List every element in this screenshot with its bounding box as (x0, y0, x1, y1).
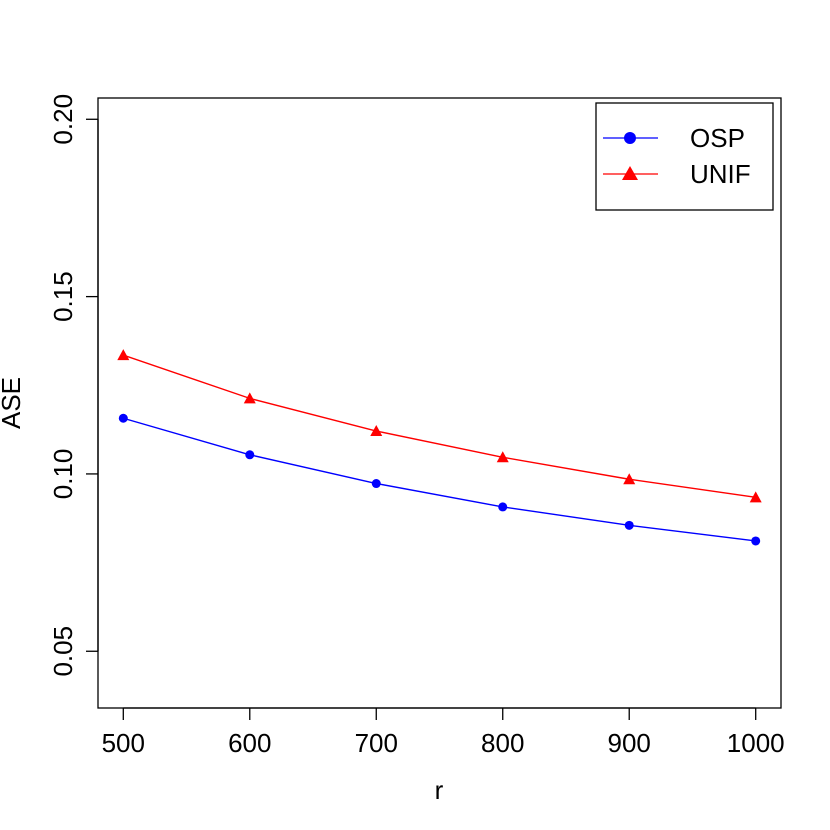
x-tick-label: 700 (355, 728, 398, 758)
x-tick-label: 600 (228, 728, 271, 758)
data-point-osp (371, 479, 381, 489)
x-axis: 500 600 700 800 900 1000 (102, 707, 785, 758)
data-point-unif (623, 473, 636, 485)
y-tick-label: 0.10 (48, 449, 78, 500)
series-layer (117, 349, 762, 546)
legend: OSP UNIF (595, 102, 774, 211)
x-tick-label: 800 (481, 728, 524, 758)
y-tick-label: 0.15 (48, 271, 78, 322)
data-point-unif (749, 491, 762, 503)
x-axis-title: r (435, 775, 444, 805)
series-line-unif (123, 354, 756, 499)
legend-box (595, 102, 774, 211)
y-axis: 0.05 0.10 0.15 0.20 (48, 94, 99, 677)
data-point-osp (245, 450, 255, 460)
data-point-osp (751, 536, 761, 546)
legend-label-unif: UNIF (690, 159, 751, 189)
y-tick-label: 0.05 (48, 626, 78, 677)
data-point-unif (117, 349, 130, 361)
legend-marker-osp (624, 132, 636, 144)
data-point-osp (118, 413, 128, 423)
legend-label-osp: OSP (690, 123, 745, 153)
x-tick-label: 500 (102, 728, 145, 758)
data-point-osp (624, 520, 634, 530)
x-tick-label: 900 (608, 728, 651, 758)
series-line-osp (123, 417, 756, 542)
y-tick-label: 0.20 (48, 94, 78, 145)
data-point-unif (243, 392, 256, 404)
legend-marker-unif (622, 166, 638, 180)
x-tick-label: 1000 (727, 728, 785, 758)
data-point-osp (498, 502, 508, 512)
y-axis-title: ASE (0, 377, 26, 429)
data-point-unif (496, 451, 509, 463)
data-point-unif (370, 425, 383, 437)
